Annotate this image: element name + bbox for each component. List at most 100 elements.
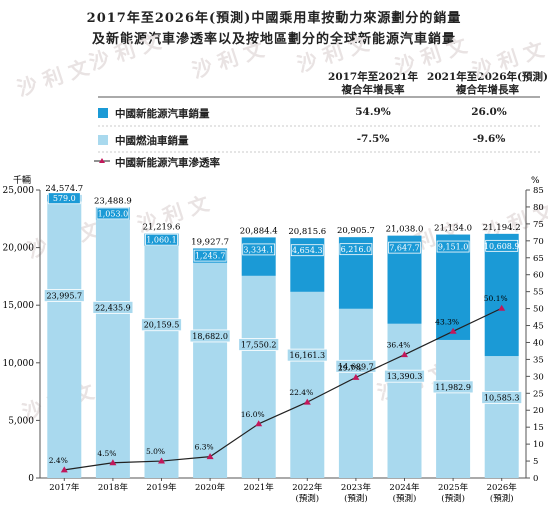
ice-label: 11,982.9: [435, 383, 471, 392]
penetration-label: 50.1%: [484, 294, 508, 303]
penetration-label: 2.4%: [49, 456, 68, 465]
x-tick-label: 2026年: [487, 482, 518, 493]
x-tick-label: 2021年: [244, 482, 275, 493]
header-cagr-2021-2026-line2: 複合年增長率: [456, 84, 519, 96]
ice-label-box: [432, 380, 474, 394]
x-tick-label: 2020年: [195, 482, 226, 493]
nev-label: 9,151.0: [438, 243, 469, 252]
watermark-text: 沙 利 文: [189, 37, 268, 83]
y-left-tick-label: 25,000: [3, 186, 35, 196]
y-right-tick-label: 55: [533, 288, 544, 298]
ice-label-box: [286, 348, 328, 362]
bar-ice: [144, 245, 179, 478]
y-left-tick-label: 0: [28, 474, 34, 484]
y-left-tick-label: 5,000: [8, 416, 34, 426]
ice-label: 13,390.3: [387, 372, 423, 381]
nev-label: 3,334.1: [243, 245, 274, 254]
y-right-tick-label: 60: [533, 271, 544, 281]
y-left-tick-label: 15,000: [3, 301, 35, 311]
y-right-tick-label: 20: [533, 406, 544, 416]
legend-nev-cagr2: 26.0%: [471, 106, 507, 118]
ice-label-box: [481, 391, 523, 404]
x-tick-label: 2022年: [292, 482, 323, 493]
penetration-marker: [109, 459, 117, 466]
penetration-label: 29.7%: [338, 363, 362, 372]
header-cagr-2021-2026-line1: 2021年至2026年(預測): [427, 71, 548, 83]
watermark-text: 沙 利 文: [14, 55, 93, 101]
x-tick-note: (預測): [295, 493, 319, 504]
nev-label-box: [47, 192, 81, 205]
total-label: 21,038.0: [386, 225, 424, 235]
bar-ice: [47, 201, 82, 479]
chart-title-line2: 及新能源汽車滲透率以及按地區劃分的全球新能源汽車銷量: [91, 32, 456, 47]
x-tick-label: 2023年: [341, 482, 372, 493]
penetration-marker: [158, 457, 165, 464]
ice-label: 10,585.3: [484, 394, 520, 403]
bar-ice: [95, 219, 130, 478]
ice-label: 14,689.7: [338, 362, 374, 371]
total-label: 19,927.7: [191, 237, 229, 247]
penetration-line: [64, 307, 502, 471]
legend-swatch-nev: [98, 108, 108, 118]
x-tick-label: 2025年: [438, 482, 469, 493]
nev-label: 579.0: [53, 194, 76, 203]
nev-label: 1,053.0: [98, 209, 129, 218]
y-right-tick-label: 75: [533, 220, 544, 230]
y-right-tick-label: 80: [533, 203, 544, 213]
y-right-tick-label: 10: [533, 440, 544, 450]
y-right-tick-label: 85: [533, 186, 544, 196]
bar-ice: [484, 356, 519, 478]
y-right-tick-label: 45: [533, 322, 544, 332]
nev-label-box: [339, 243, 373, 256]
bar-ice: [241, 275, 276, 478]
header-cagr-2017-2021-line1: 2017年至2021年: [328, 71, 418, 83]
nev-label: 7,647.7: [389, 244, 420, 253]
nev-label: 1,245.7: [195, 252, 226, 261]
ice-label-box: [43, 289, 85, 302]
ice-label-box: [141, 318, 182, 332]
y-right-tick-label: 0: [533, 474, 538, 484]
x-tick-label: 2019年: [146, 482, 177, 493]
total-label: 20,815.6: [288, 227, 326, 237]
y-right-tick-label: 40: [533, 338, 544, 348]
total-label: 21,219.6: [143, 223, 181, 233]
total-label: 21,134.0: [434, 224, 472, 234]
y-right-tick-label: 30: [533, 372, 544, 382]
bar-nev: [241, 237, 276, 276]
penetration-label: 16.0%: [241, 410, 265, 419]
ice-label: 20,159.5: [144, 321, 180, 330]
nev-label: 4,654.3: [292, 246, 323, 255]
ice-label: 23,995.7: [46, 292, 82, 301]
penetration-marker: [206, 453, 214, 460]
x-tick-note: (預測): [344, 493, 368, 504]
y-right-tick-label: 15: [533, 423, 544, 433]
ice-label: 16,161.3: [289, 351, 325, 360]
y-right-tick-label: 25: [533, 389, 544, 399]
nev-label: 6,216.0: [341, 245, 372, 254]
nev-label-box: [436, 240, 470, 253]
y-right-tick-label: 35: [533, 355, 544, 365]
ice-label-box: [384, 369, 425, 383]
legend-label-penetration: 中國新能源汽車滲透率: [115, 157, 220, 169]
bar-ice: [436, 339, 471, 478]
legend-ice-cagr2: -9.6%: [472, 133, 506, 145]
penetration-marker: [352, 373, 360, 380]
nev-label-box: [242, 243, 276, 256]
x-tick-note: (預測): [393, 493, 417, 504]
watermark-text: 沙 利 文: [86, 29, 165, 75]
y-right-tick-label: 5: [533, 457, 538, 467]
nev-label-box: [485, 239, 519, 252]
ice-label: 22,435.9: [95, 303, 131, 312]
penetration-marker: [498, 304, 506, 311]
ice-label: 17,550.2: [241, 341, 277, 350]
legend-label-nev: 中國新能源汽車銷量: [115, 108, 210, 120]
nev-label-box: [193, 249, 227, 262]
penetration-label: 5.0%: [146, 447, 165, 456]
legend-swatch-ice: [98, 135, 108, 145]
header-cagr-2021-2026: 2021年至2026年(預測) 複合年增長率: [425, 71, 548, 97]
y-left-unit: 千輛: [13, 174, 31, 186]
ice-label-box: [335, 359, 377, 373]
ice-label-box: [238, 338, 280, 351]
watermark-text: 沙 利 文: [469, 37, 548, 83]
penetration-marker: [449, 327, 457, 334]
